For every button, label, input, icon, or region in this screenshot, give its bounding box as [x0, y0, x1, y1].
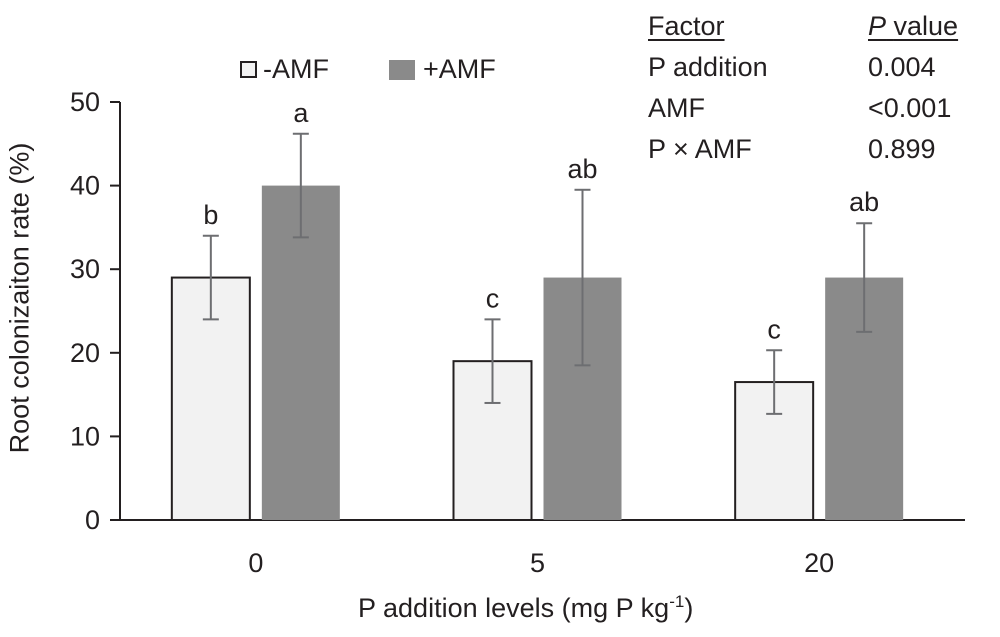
y-tick-label: 30	[70, 254, 100, 284]
bar	[261, 185, 340, 520]
stats-p-value: 0.899	[868, 134, 936, 164]
x-axis-label: P addition levels (mg P kg-1)	[358, 592, 693, 624]
legend-swatch-plus-amf	[388, 59, 415, 80]
y-tick-label: 10	[70, 421, 100, 451]
stats-factor: P addition	[648, 52, 768, 82]
stats-table: Factor P value P addition 0.004 AMF <0.0…	[648, 6, 988, 170]
x-tick-label: 5	[530, 548, 545, 578]
stats-factor: P × AMF	[648, 134, 752, 164]
x-axis-label-end: )	[684, 593, 694, 623]
y-tick-label: 0	[85, 505, 100, 535]
significance-letter: b	[203, 200, 218, 230]
significance-letter: c	[486, 283, 500, 313]
stats-table-header: Factor P value	[648, 6, 988, 47]
legend-label-plus-amf: +AMF	[422, 54, 496, 84]
chart-labels: 0 b a 5 c ab 20 c ab	[203, 98, 879, 578]
x-axis-label-text: P addition levels (mg P kg	[358, 593, 670, 623]
y-axis-label: Root colonizaiton rate (%)	[4, 142, 35, 454]
y-tick-label: 20	[70, 338, 100, 368]
x-axis-label-superscript: -1	[669, 592, 685, 611]
significance-letter: ab	[849, 187, 879, 217]
stats-header-p: P	[868, 11, 887, 41]
stats-p-value: <0.001	[868, 93, 952, 123]
y-tick-label: 40	[70, 171, 100, 201]
x-tick-label: 20	[804, 548, 834, 578]
significance-letter: a	[293, 98, 309, 128]
y-tick-label: 50	[70, 87, 100, 117]
significance-letter: c	[767, 314, 781, 344]
chart-axes: 0 10 20 30 40 50	[70, 87, 965, 535]
significance-letter: ab	[567, 154, 597, 184]
stats-table-row: P addition 0.004	[648, 47, 988, 88]
stats-table-row: AMF <0.001	[648, 88, 988, 129]
legend-swatch-minus-amf	[240, 61, 257, 78]
chart-bars	[170, 132, 904, 521]
stats-p-value: 0.004	[868, 52, 936, 82]
stats-table-row: P × AMF 0.899	[648, 129, 988, 170]
stats-header-value: value	[893, 11, 959, 41]
legend-label-minus-amf: -AMF	[263, 54, 329, 84]
x-tick-label: 0	[248, 548, 263, 578]
stats-header-factor: Factor	[648, 11, 725, 41]
legend: -AMF +AMF	[240, 54, 556, 85]
legend-item-plus-amf: +AMF	[388, 54, 496, 85]
legend-item-minus-amf: -AMF	[240, 54, 329, 85]
bar	[170, 276, 251, 521]
stats-factor: AMF	[648, 93, 705, 123]
